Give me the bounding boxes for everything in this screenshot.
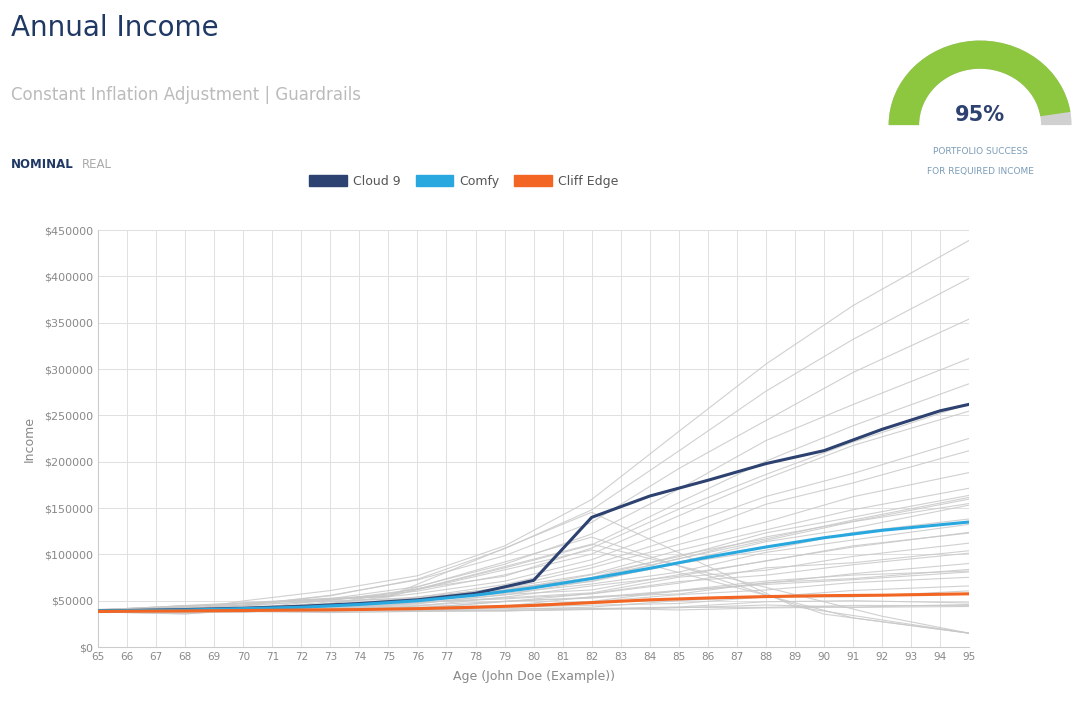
- Text: Annual Income: Annual Income: [11, 14, 219, 42]
- Y-axis label: Income: Income: [23, 416, 36, 462]
- Text: NOMINAL: NOMINAL: [11, 158, 74, 171]
- Wedge shape: [889, 40, 1072, 125]
- Text: FOR REQUIRED INCOME: FOR REQUIRED INCOME: [927, 167, 1033, 176]
- Text: REAL: REAL: [82, 158, 112, 171]
- X-axis label: Age (John Doe (Example)): Age (John Doe (Example)): [453, 670, 614, 683]
- Legend: Cloud 9, Comfy, Cliff Edge: Cloud 9, Comfy, Cliff Edge: [304, 170, 624, 193]
- Text: PORTFOLIO SUCCESS: PORTFOLIO SUCCESS: [932, 147, 1028, 156]
- Wedge shape: [889, 40, 1070, 125]
- Text: Constant Inflation Adjustment | Guardrails: Constant Inflation Adjustment | Guardrai…: [11, 86, 360, 104]
- Text: 95%: 95%: [955, 105, 1005, 125]
